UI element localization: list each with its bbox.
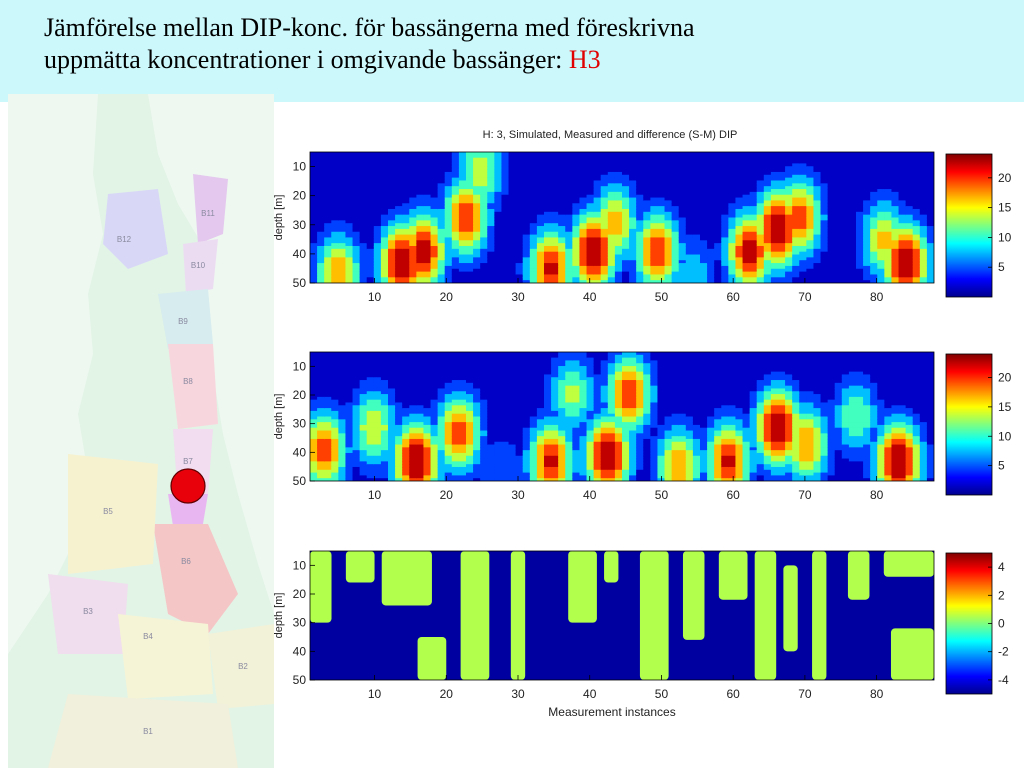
y-tick-label: 20 bbox=[293, 189, 307, 203]
x-tick-label: 50 bbox=[655, 290, 669, 304]
x-tick-label: 80 bbox=[870, 290, 884, 304]
x-tick-label: 30 bbox=[511, 290, 525, 304]
x-tick-label: 60 bbox=[726, 290, 740, 304]
x-tick-label: 40 bbox=[583, 290, 597, 304]
y-axis-label: depth [m] bbox=[273, 195, 285, 241]
colorbar: 5 10 15 20 bbox=[946, 154, 1012, 297]
basin-map-image: B11 B12 B10 B9 B8 B7 B6 B5 B4 B3 B2 B1 bbox=[8, 94, 274, 768]
basin-label: B10 bbox=[191, 261, 206, 270]
title-banner: Jämförelse mellan DIP-konc. för bassänge… bbox=[0, 0, 1024, 102]
title-line-1: Jämförelse mellan DIP-konc. för bassänge… bbox=[44, 12, 1004, 44]
dip-contour-chart: H: 3, Simulated, Measured and difference… bbox=[270, 118, 1024, 768]
basin-label: B8 bbox=[183, 377, 193, 386]
y-tick-label: 30 bbox=[293, 218, 307, 232]
dip-contour-figure: H: 3, Simulated, Measured and difference… bbox=[270, 118, 1024, 768]
y-tick-label: 10 bbox=[293, 160, 307, 174]
basin-label: B11 bbox=[201, 209, 215, 218]
title-highlight: H3 bbox=[569, 45, 601, 74]
basin-label: B2 bbox=[238, 662, 248, 671]
contour-field bbox=[310, 152, 935, 284]
basin-label: B12 bbox=[117, 235, 132, 244]
title-line-2: uppmätta koncentrationer i omgivande bas… bbox=[44, 44, 1004, 76]
x-tick-label: 20 bbox=[440, 290, 454, 304]
x-tick-label: 70 bbox=[798, 290, 812, 304]
slide-title: Jämförelse mellan DIP-konc. för bassänge… bbox=[44, 12, 1004, 76]
subplot-1: H: 3, Simulated, Measured and difference… bbox=[273, 129, 1012, 304]
basin-label: B4 bbox=[143, 632, 153, 641]
basin-label: B5 bbox=[103, 507, 113, 516]
x-tick-label: 10 bbox=[368, 290, 382, 304]
basin-label: B7 bbox=[183, 457, 193, 466]
title-line-2-text: uppmätta koncentrationer i omgivande bas… bbox=[44, 45, 569, 74]
chart-title: H: 3, Simulated, Measured and difference… bbox=[483, 129, 738, 141]
colorbar-tick-label: 5 bbox=[998, 260, 1005, 274]
basin-map: B11 B12 B10 B9 B8 B7 B6 B5 B4 B3 B2 B1 bbox=[8, 94, 274, 768]
basin-label: B9 bbox=[178, 317, 188, 326]
colorbar-tick-label: 15 bbox=[998, 201, 1012, 215]
location-marker bbox=[171, 469, 205, 503]
y-tick-label: 40 bbox=[293, 247, 307, 261]
colorbar-gradient bbox=[946, 154, 992, 297]
basin-label: B3 bbox=[83, 607, 93, 616]
basin-label: B6 bbox=[181, 557, 191, 566]
colorbar-tick-label: 10 bbox=[998, 230, 1012, 244]
colorbar-tick-label: 20 bbox=[998, 171, 1012, 185]
y-tick-label: 50 bbox=[293, 276, 307, 290]
contour-field bbox=[310, 352, 935, 482]
basin-region-b4 bbox=[118, 614, 213, 699]
basin-region-b5 bbox=[68, 454, 158, 574]
basin-label: B1 bbox=[143, 727, 153, 736]
